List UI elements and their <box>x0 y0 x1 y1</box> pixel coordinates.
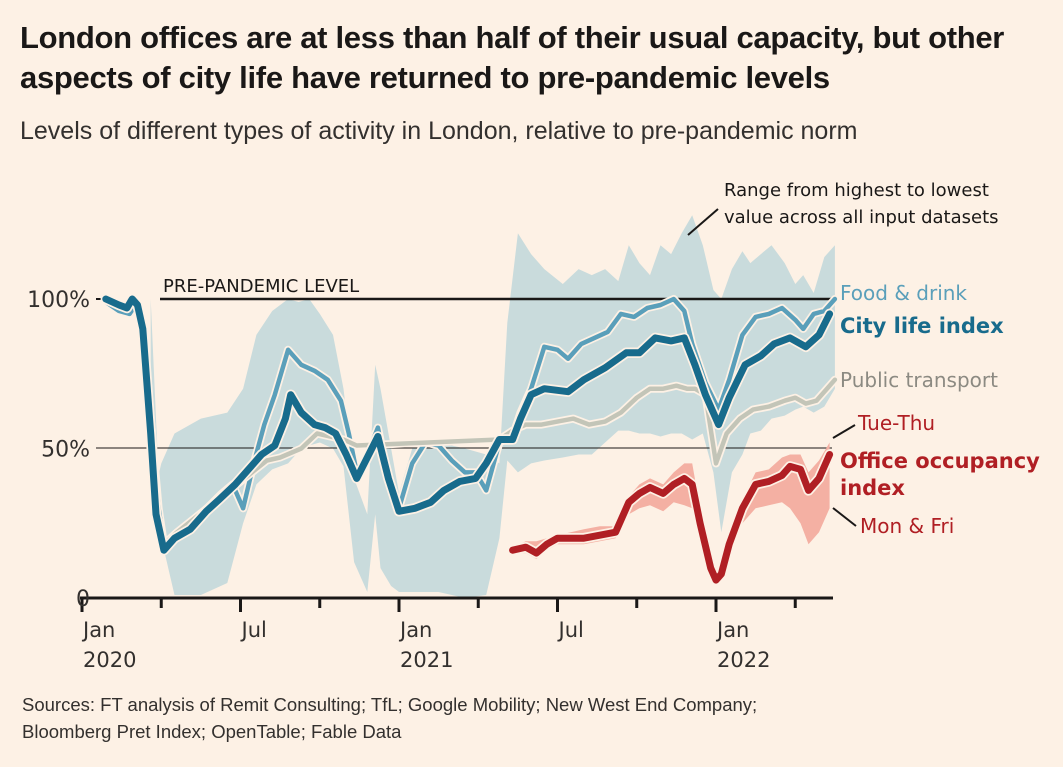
x-tick-label: Jan <box>398 618 432 642</box>
x-tick-label: Jul <box>557 618 584 642</box>
legend-city-life-index: City life index <box>840 314 1004 338</box>
x-tick-year-label: 2020 <box>83 648 136 672</box>
y-tick-label: 100% <box>27 288 90 313</box>
tue-thu-pointer <box>832 424 856 439</box>
pre-pandemic-label: PRE-PANDEMIC LEVEL <box>163 276 359 297</box>
legend-tue-thu: Tue-Thu <box>857 411 935 435</box>
x-axis-ticks: Jan 2020 Jul Jan 2021 Jul Jan 2022 <box>80 598 797 672</box>
series-layer <box>100 293 839 586</box>
x-tick-year-label: 2022 <box>717 648 770 672</box>
series-city-life-index <box>100 293 835 556</box>
sources-note: Sources: FT analysis of Remit Consulting… <box>22 691 757 745</box>
x-tick-label: Jan <box>81 618 115 642</box>
x-tick-year-label: 2021 <box>400 648 453 672</box>
y-axis-ticks: 0 50% 100% <box>27 288 90 612</box>
office-occupancy-band-area <box>512 442 830 583</box>
y-tick-label: 50% <box>41 438 90 463</box>
legend-office-occupancy-line2: index <box>840 476 905 500</box>
sources-line-2: Bloomberg Pret Index; OpenTable; Fable D… <box>22 721 402 742</box>
legend-public-transport: Public transport <box>840 368 998 392</box>
chart-subtitle: Levels of different types of activity in… <box>20 117 858 145</box>
chart-title: London offices are at less than half of … <box>20 20 1005 95</box>
sources-line-1: Sources: FT analysis of Remit Consulting… <box>22 694 758 715</box>
series-line-office-occupancy-index <box>509 451 834 584</box>
range-band-area <box>150 215 835 599</box>
mon-fri-pointer <box>832 507 857 527</box>
legend-office-occupancy-line1: Office occupancy <box>840 449 1040 473</box>
x-tick-label: Jan <box>715 618 749 642</box>
y-tick-label: 0 <box>76 587 90 612</box>
series-line-city-life-index <box>102 295 834 554</box>
range-annotation-line1: Range from highest to lowest <box>724 180 989 201</box>
range-annotation-line2: value across all input datasets <box>724 207 999 228</box>
series-line-public-transport <box>161 377 838 547</box>
range-annotation-pointer <box>687 208 719 236</box>
x-tick-label: Jul <box>240 618 267 642</box>
legend-mon-fri: Mon & Fri <box>860 514 954 538</box>
series-office-occupancy-index <box>507 449 835 586</box>
legend-food-drink: Food & drink <box>840 281 967 305</box>
series-public-transport <box>159 375 839 549</box>
